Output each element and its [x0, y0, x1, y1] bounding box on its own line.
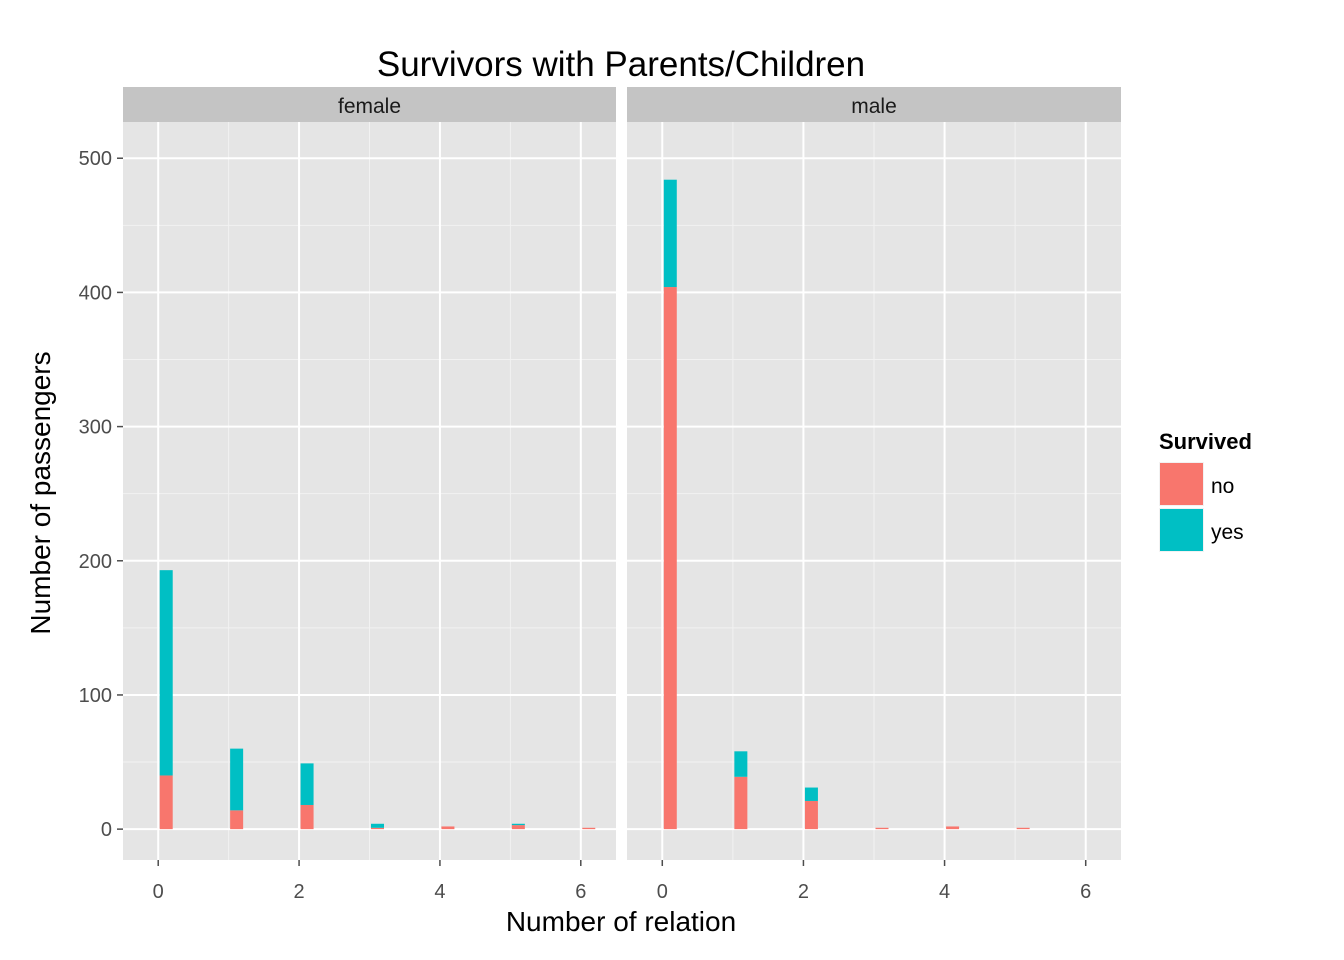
legend-label-no: no — [1211, 475, 1234, 498]
bar-female-no-3 — [371, 827, 384, 830]
bar-male-yes-2 — [804, 787, 818, 801]
x-tick-label: 6 — [575, 881, 586, 903]
legend: Survived no yes — [1159, 429, 1252, 552]
x-tick-label: 2 — [294, 881, 305, 903]
strip-female — [123, 87, 616, 122]
y-tick-label: 400 — [79, 282, 112, 304]
bar-male-yes-1 — [734, 751, 748, 777]
bar-female-yes-0 — [159, 570, 173, 776]
x-tick-label: 4 — [939, 881, 950, 903]
strip-label: female — [338, 95, 401, 118]
x-tick-label: 0 — [153, 881, 164, 903]
x-tick-label: 4 — [434, 881, 445, 903]
bar-female-yes-2 — [300, 763, 314, 805]
bar-female-no-4 — [441, 826, 455, 830]
x-tick-label: 0 — [657, 881, 668, 903]
legend-swatch-no — [1160, 463, 1203, 505]
legend-swatch-yes — [1160, 509, 1203, 551]
x-tick-label: 6 — [1080, 881, 1091, 903]
bar-male-no-1 — [734, 776, 748, 830]
strip-label: male — [851, 95, 897, 118]
bar-female-yes-3 — [371, 823, 384, 828]
legend-title: Survived — [1159, 429, 1252, 454]
legend-label-yes: yes — [1211, 521, 1244, 544]
bar-female-no-1 — [230, 810, 244, 830]
x-axis-title: Number of relation — [506, 906, 736, 937]
bar-male-no-5 — [1016, 827, 1030, 830]
y-tick-label: 100 — [79, 685, 112, 707]
bar-male-no-3 — [875, 827, 889, 830]
strip-male — [627, 87, 1121, 122]
bar-male-yes-0 — [663, 179, 677, 288]
bar-female-no-0 — [159, 775, 173, 830]
y-axis-title: Number of passengers — [25, 351, 56, 634]
plot-area: female 0 2 4 6 male 0 2 4 6 0 100 200 300 400 500 — [79, 87, 1121, 903]
bar-female-no-6 — [582, 827, 596, 830]
y-tick-label: 500 — [79, 148, 112, 170]
bar-female-no-5 — [511, 825, 525, 830]
bar-female-yes-5 — [511, 823, 525, 826]
bar-male-no-4 — [946, 826, 960, 830]
y-tick-label: 0 — [101, 819, 112, 841]
facet-panel-male: male 0 2 4 6 — [627, 87, 1121, 903]
bar-female-no-2 — [300, 804, 314, 830]
y-tick-label: 300 — [79, 417, 112, 439]
chart-title: Survivors with Parents/Children — [377, 45, 865, 84]
x-tick-label: 2 — [798, 881, 809, 903]
bar-male-no-2 — [804, 800, 818, 830]
y-tick-label: 200 — [79, 551, 112, 573]
bar-male-no-0 — [663, 287, 677, 830]
facet-panel-female: female 0 2 4 6 — [123, 87, 616, 903]
bar-female-yes-1 — [230, 748, 244, 811]
